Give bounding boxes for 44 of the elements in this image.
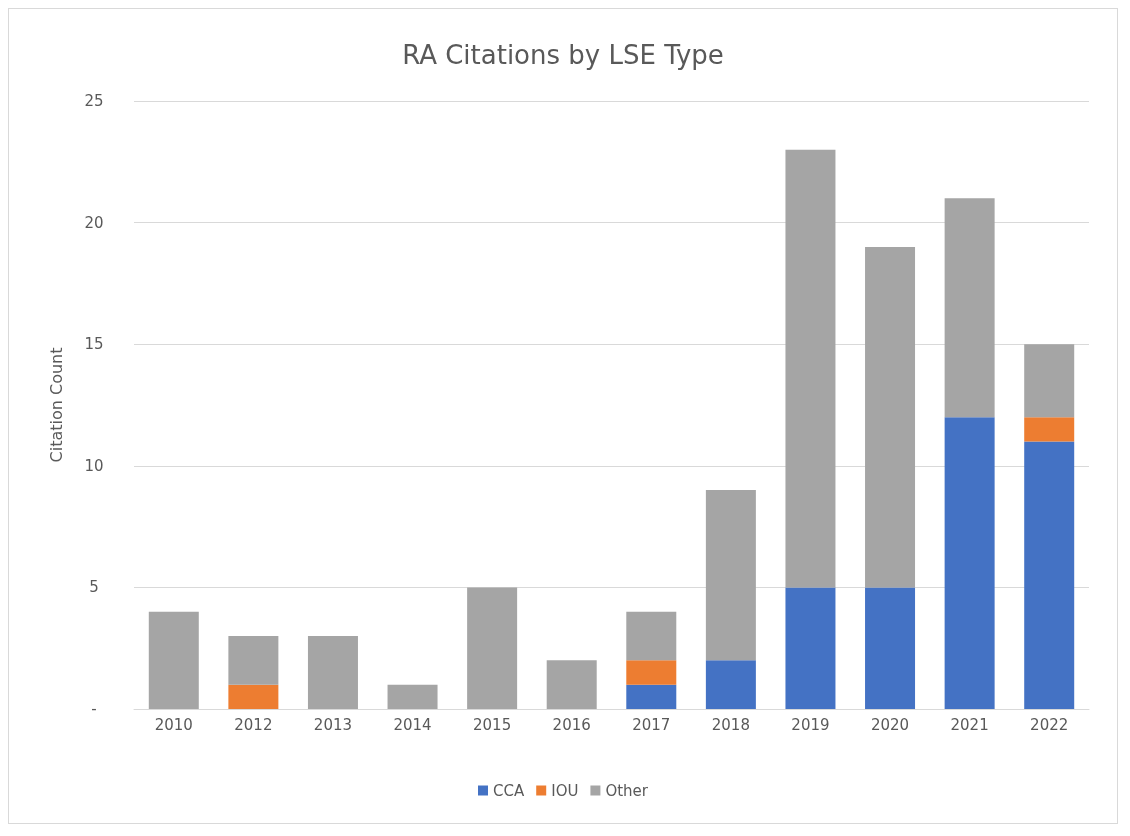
legend-label: CCA (493, 781, 525, 800)
x-tick-label: 2013 (313, 715, 353, 734)
bar (1024, 417, 1075, 442)
bar (228, 684, 279, 709)
bar (626, 611, 677, 661)
bar (546, 660, 597, 709)
bar (705, 490, 756, 661)
bar (1024, 441, 1075, 709)
y-axis-title: Citation Count (46, 347, 66, 463)
bar (307, 636, 358, 709)
y-tick-label: 10 (84, 456, 104, 475)
y-tick-label: 25 (84, 92, 104, 110)
bar (865, 587, 916, 709)
chart-title: RA Citations by LSE Type (402, 40, 724, 70)
bar (944, 417, 995, 709)
bar (148, 611, 199, 709)
bar (467, 587, 518, 709)
bar (865, 246, 916, 588)
y-tick-label: 20 (84, 213, 104, 232)
bar (785, 149, 836, 588)
x-tick-label: 2019 (791, 715, 830, 734)
x-tick-label: 2014 (393, 715, 432, 734)
bar (626, 660, 677, 685)
bar (944, 198, 995, 418)
x-tick-label: 2021 (950, 715, 989, 734)
x-tick-label: 2018 (711, 715, 750, 734)
x-tick-label: 2016 (552, 715, 591, 734)
y-tick-label: 5 (89, 578, 99, 597)
bar (626, 684, 677, 709)
bar (228, 636, 279, 685)
bar (387, 684, 438, 709)
x-tick-label: 2020 (870, 715, 910, 734)
legend-label: IOU (551, 781, 579, 800)
x-tick-label: 2017 (632, 715, 671, 734)
x-tick-label: 2010 (154, 715, 193, 734)
x-tick-label: 2022 (1030, 715, 1069, 734)
bar (1024, 344, 1075, 418)
bar (785, 587, 836, 709)
legend-label: Other (605, 781, 649, 800)
y-tick-label: 15 (84, 335, 104, 354)
bar (705, 660, 756, 709)
y-tick-label: - (91, 700, 97, 718)
x-tick-label: 2015 (473, 715, 512, 734)
x-tick-label: 2012 (234, 715, 273, 734)
